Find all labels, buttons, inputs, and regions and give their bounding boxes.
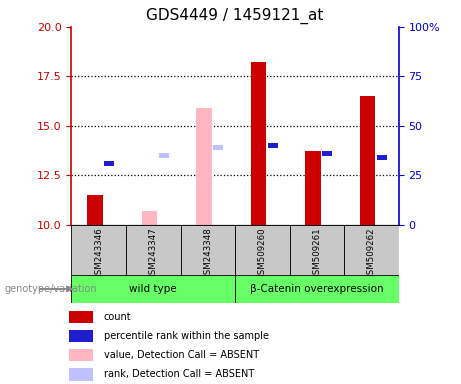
Text: GSM243347: GSM243347 — [149, 227, 158, 280]
Text: GSM243346: GSM243346 — [94, 227, 103, 280]
Bar — [71, 225, 126, 275]
Text: GSM509260: GSM509260 — [258, 227, 267, 280]
Text: β-Catenin overexpression: β-Catenin overexpression — [250, 284, 384, 294]
Bar — [69, 311, 93, 323]
Text: GSM509262: GSM509262 — [367, 227, 376, 280]
Bar — [126, 225, 181, 275]
Bar — [159, 153, 169, 157]
Bar — [322, 151, 332, 156]
Bar — [213, 145, 223, 150]
Bar — [87, 195, 102, 225]
Bar — [181, 225, 235, 275]
Bar — [290, 225, 344, 275]
Text: wild type: wild type — [130, 284, 177, 294]
Bar — [69, 349, 93, 361]
Title: GDS4449 / 1459121_at: GDS4449 / 1459121_at — [147, 8, 324, 24]
Bar — [377, 155, 387, 160]
Bar — [142, 211, 157, 225]
Bar — [360, 96, 375, 225]
Bar — [71, 275, 235, 303]
Bar — [104, 161, 114, 166]
Text: count: count — [104, 312, 131, 322]
Bar — [235, 275, 399, 303]
Bar — [268, 143, 278, 148]
Bar — [69, 330, 93, 342]
Bar — [306, 151, 321, 225]
Text: value, Detection Call = ABSENT: value, Detection Call = ABSENT — [104, 350, 259, 360]
Text: GSM509261: GSM509261 — [313, 227, 321, 280]
Text: genotype/variation: genotype/variation — [5, 284, 97, 294]
Text: GSM243348: GSM243348 — [203, 227, 213, 280]
Bar — [196, 108, 212, 225]
Bar — [344, 225, 399, 275]
Bar — [235, 225, 290, 275]
Text: rank, Detection Call = ABSENT: rank, Detection Call = ABSENT — [104, 369, 254, 379]
Bar — [69, 368, 93, 381]
Bar — [251, 63, 266, 225]
Text: percentile rank within the sample: percentile rank within the sample — [104, 331, 269, 341]
